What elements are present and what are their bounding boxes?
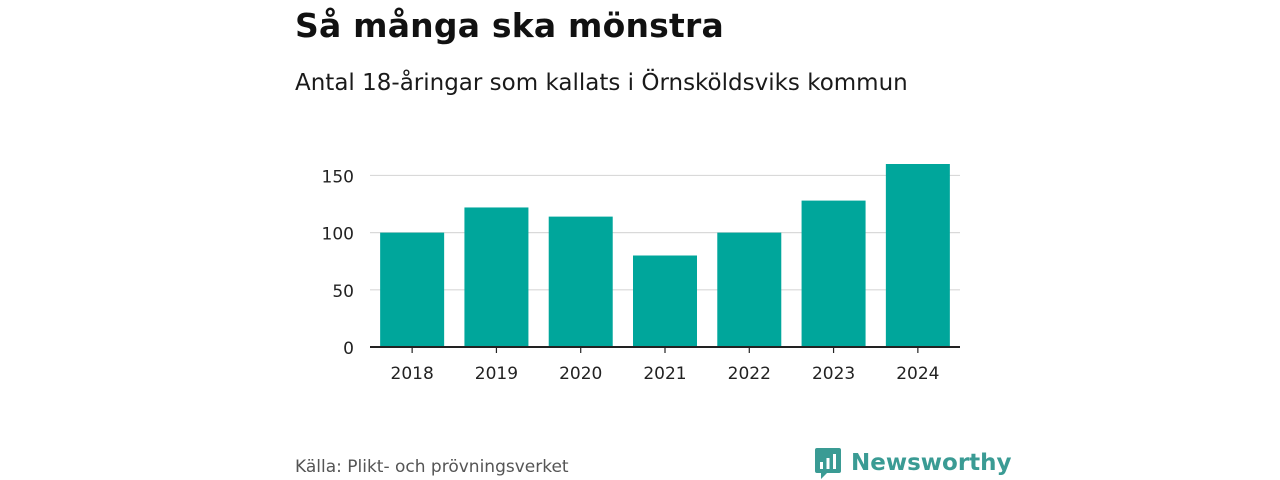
- x-tick-label: 2019: [475, 364, 518, 384]
- bars: [380, 164, 950, 347]
- x-tick-label: 2018: [391, 364, 434, 384]
- x-tick-label: 2021: [643, 364, 686, 384]
- bar-2023: [801, 200, 866, 347]
- bar-2019: [464, 207, 529, 347]
- brand-name: Newsworthy: [851, 450, 1012, 476]
- x-tick-label: 2024: [896, 364, 939, 384]
- bar-2018: [380, 232, 445, 347]
- x-tick-label: 2023: [812, 364, 855, 384]
- x-axis-ticks: 2018 2019 2020 2021 2022 2023 2024: [391, 347, 939, 384]
- x-tick-label: 2022: [728, 364, 771, 384]
- newsworthy-logo[interactable]: Newsworthy: [814, 446, 1012, 480]
- y-tick-label: 50: [332, 282, 354, 302]
- bar-2021: [633, 255, 697, 347]
- source-note: Källa: Plikt- och prövningsverket: [295, 457, 569, 477]
- chart-title: Så många ska mönstra: [295, 6, 724, 45]
- x-tick-label: 2020: [559, 364, 602, 384]
- bar-2020: [548, 216, 613, 347]
- y-tick-label: 150: [322, 167, 354, 187]
- newsworthy-logo-icon: [815, 447, 841, 479]
- y-tick-label: 0: [343, 339, 354, 359]
- y-tick-label: 100: [322, 225, 354, 245]
- chart-subtitle: Antal 18-åringar som kallats i Örnskölds…: [295, 70, 908, 96]
- bar-2024: [885, 164, 950, 347]
- y-axis-ticks: 0 50 100 150: [322, 167, 354, 359]
- bar-chart: 0 50 100 150 2018 2019 2020 2021 2022 2023 2024: [322, 164, 960, 384]
- bar-2022: [717, 232, 782, 347]
